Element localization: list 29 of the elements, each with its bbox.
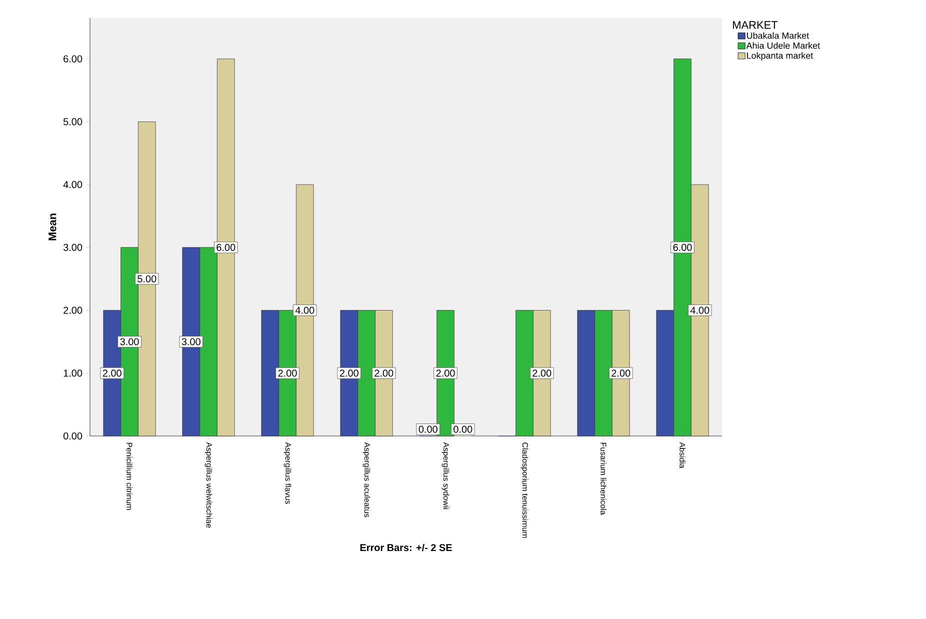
data-label: 2.00 — [612, 370, 630, 377]
y-tick-label: 6.00 — [64, 55, 82, 62]
data-label: 6.00 — [673, 244, 692, 251]
y-tick-label: 3.00 — [63, 244, 82, 251]
data-label: 2.00 — [532, 370, 552, 377]
data-label: 2.00 — [102, 370, 122, 377]
y-axis-title: Mean — [48, 214, 56, 240]
y-tick-label: 4.00 — [63, 181, 82, 188]
legend-label: Ubakala Market — [747, 32, 810, 39]
y-tick-label: 5.00 — [63, 118, 82, 126]
data-label: 2.00 — [278, 370, 297, 377]
data-label: 2.00 — [436, 370, 455, 377]
data-label: 4.00 — [295, 306, 314, 314]
data-label: 4.00 — [690, 306, 710, 314]
data-label: 0.00 — [454, 426, 472, 433]
data-label: 3.00 — [182, 338, 200, 346]
data-label: 5.00 — [138, 275, 156, 282]
data-label: 6.00 — [216, 244, 236, 251]
legend-label: Lokpanta market — [747, 52, 814, 61]
y-tick-label: 2.00 — [64, 306, 82, 314]
x-axis-title: Error Bars: +/- 2 SE — [360, 544, 452, 552]
data-label: 3.00 — [120, 338, 139, 346]
y-tick-label: 0.00 — [63, 432, 82, 440]
y-tick-label: 1.00 — [64, 370, 82, 377]
legend-title: MARKET — [733, 21, 778, 29]
data-label: 0.00 — [418, 426, 438, 433]
legend-label: Ahia Udele Market — [746, 42, 820, 49]
data-label: 2.00 — [340, 370, 358, 377]
data-label: 2.00 — [374, 370, 394, 377]
